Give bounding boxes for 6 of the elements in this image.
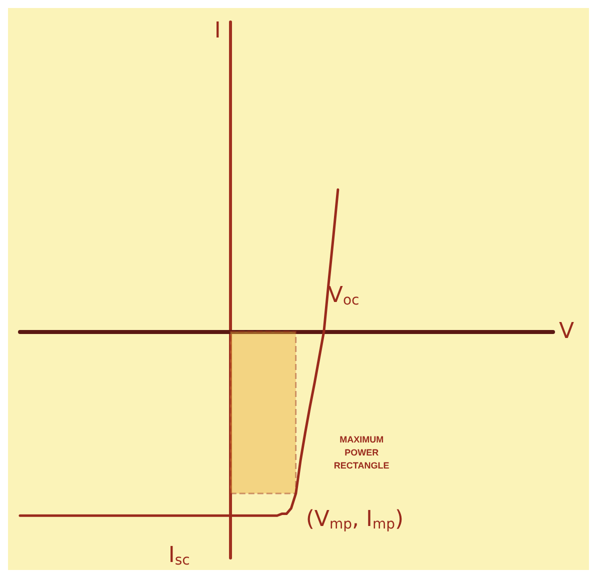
annotation: (Vmp, Imp): [306, 507, 404, 533]
annotation: Voc: [328, 282, 360, 308]
x-axis-title: V: [559, 318, 574, 344]
text: I: [214, 18, 221, 44]
text: Isc: [168, 542, 190, 568]
band-label: MAXIMUM POWER RECTANGLE: [334, 434, 390, 470]
